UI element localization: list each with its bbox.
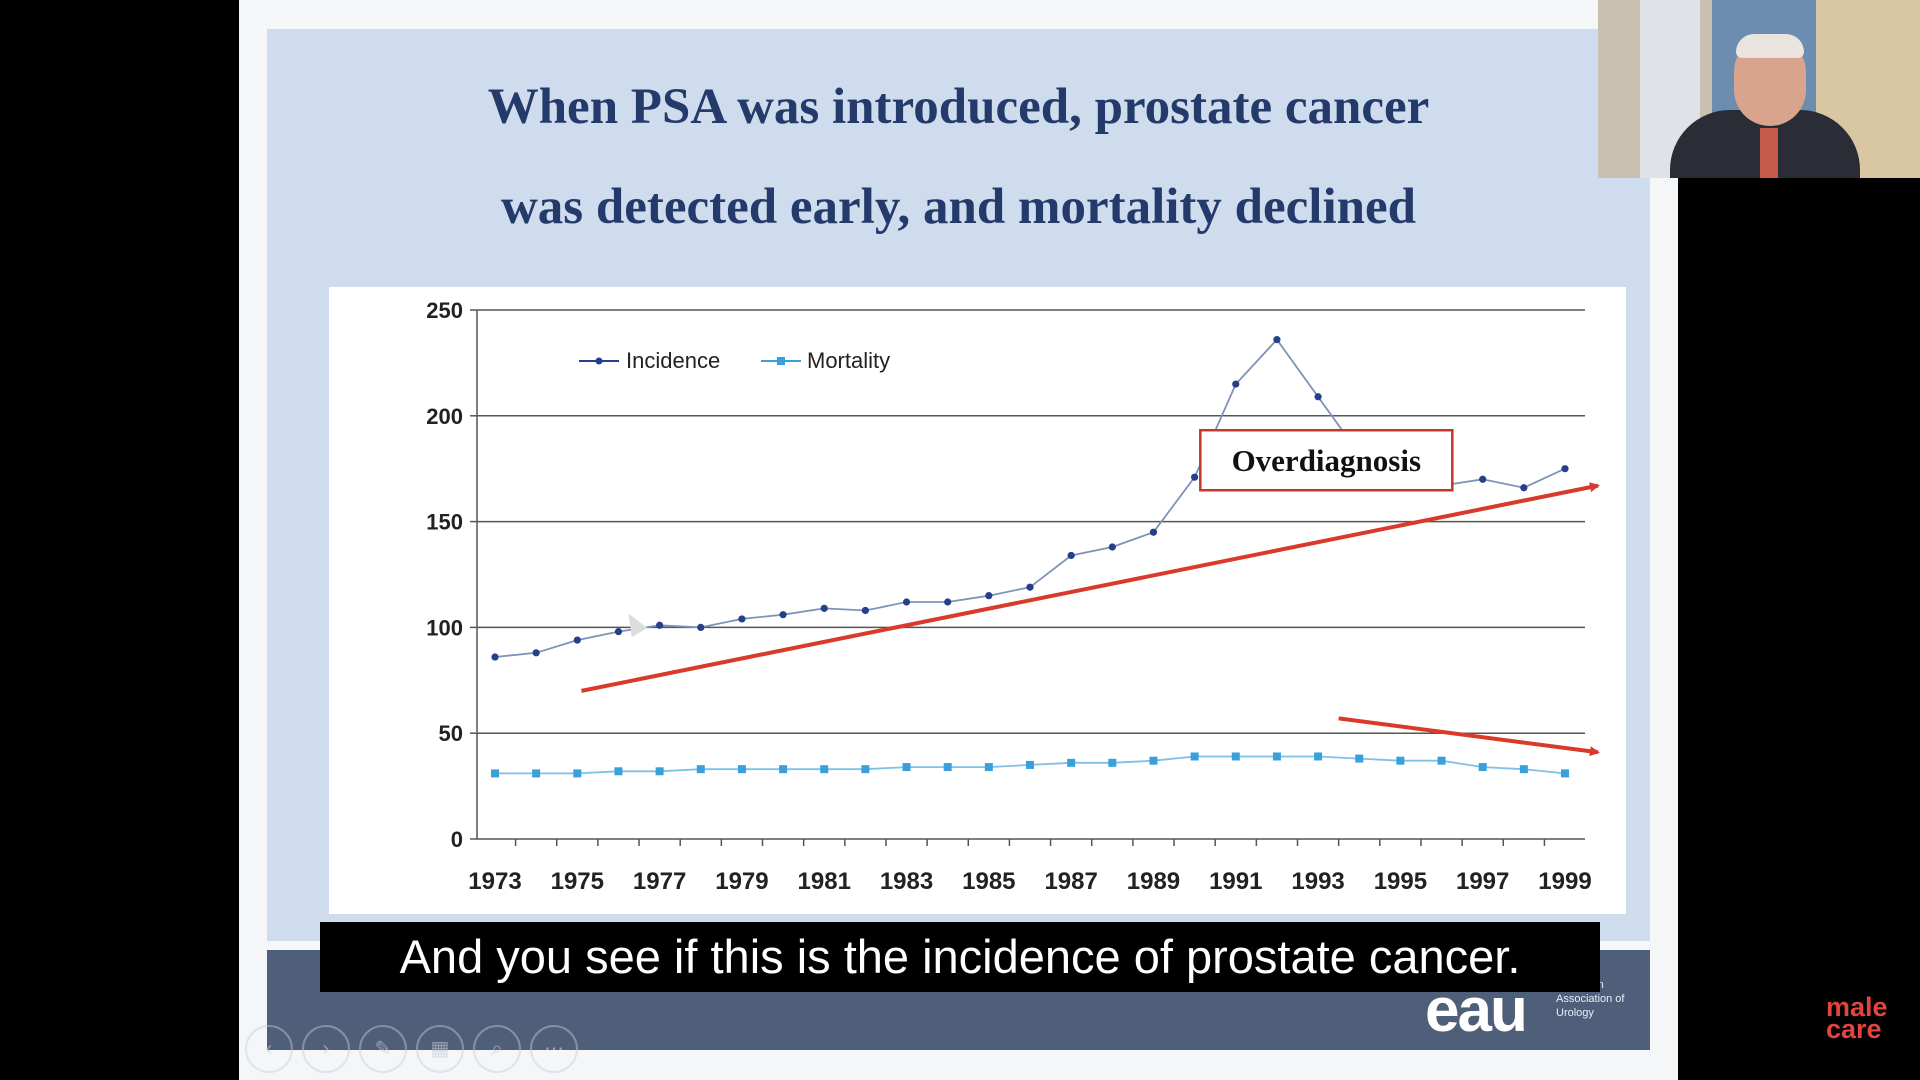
- legend-mortality-label: Mortality: [807, 348, 890, 373]
- incidence-point: [1479, 475, 1487, 483]
- x-tick-label: 1977: [633, 868, 686, 895]
- legend-incidence-marker: [595, 357, 603, 365]
- trend-arrow: [1338, 716, 1600, 757]
- incidence-point: [1026, 583, 1034, 591]
- mortality-point: [861, 765, 870, 774]
- mortality-point: [1231, 752, 1240, 761]
- incidence-point: [532, 649, 540, 657]
- mortality-point: [1190, 752, 1199, 761]
- incidence-point: [779, 611, 787, 619]
- mortality-point: [1355, 754, 1364, 763]
- incidence-point: [1232, 380, 1240, 388]
- brand-line-1: male: [1826, 992, 1888, 1022]
- incidence-point: [902, 598, 911, 606]
- legend-mortality-marker: [777, 357, 785, 365]
- x-tick-label: 1983: [880, 868, 933, 895]
- incidence-point: [738, 615, 746, 623]
- incidence-point: [1314, 393, 1322, 401]
- incidence-point: [861, 606, 869, 615]
- mortality-point: [573, 769, 582, 778]
- x-tick-label: 1973: [468, 868, 521, 895]
- pen-icon[interactable]: ✎: [359, 1025, 407, 1073]
- incidence-point: [656, 621, 664, 629]
- y-tick-label: 150: [426, 510, 463, 535]
- slide-title-line-1: When PSA was introduced, prostate cancer: [487, 79, 1430, 135]
- mortality-point: [491, 769, 499, 778]
- mortality-point: [779, 765, 788, 774]
- mortality-point: [943, 763, 952, 772]
- incidence-point: [820, 604, 828, 612]
- previous-slide-icon[interactable]: ‹: [245, 1025, 293, 1073]
- x-tick-label: 1999: [1538, 868, 1591, 895]
- mortality-point: [737, 765, 746, 774]
- mortality-point: [984, 763, 993, 772]
- brand-line-2: care: [1826, 1014, 1882, 1044]
- mortality-point: [1314, 752, 1323, 761]
- incidence-point: [1561, 465, 1569, 473]
- x-tick-label: 1995: [1374, 868, 1427, 895]
- x-tick-label: 1997: [1456, 868, 1509, 895]
- y-tick-label: 0: [451, 827, 463, 852]
- x-tick-label: 1975: [551, 868, 604, 895]
- mortality-point: [1272, 752, 1281, 761]
- next-slide-icon[interactable]: ›: [302, 1025, 350, 1073]
- more-options-icon[interactable]: ⋯: [530, 1025, 578, 1073]
- incidence-point: [1191, 473, 1199, 481]
- incidence-point: [614, 628, 623, 636]
- mortality-point: [1561, 769, 1569, 778]
- incidence-point: [697, 623, 705, 631]
- incidence-point: [1149, 528, 1158, 536]
- x-tick-label: 1993: [1291, 868, 1344, 895]
- zoom-icon[interactable]: ⌕: [473, 1025, 521, 1073]
- line-chart: 0 50 100 150 200 250 1973 1975 1977 1979 1981 1983 1…: [426, 298, 1600, 895]
- trend-arrow: [581, 482, 1600, 693]
- series-line-incidence: [494, 338, 1566, 658]
- caption-subtitle: And you see if this is the incidence of …: [320, 922, 1600, 992]
- mortality-point: [1396, 756, 1405, 765]
- x-tick-label: 1979: [715, 868, 768, 895]
- mortality-point: [1437, 756, 1446, 765]
- x-tick-label: 1985: [962, 868, 1015, 895]
- overdiagnosis-label: Overdiagnosis: [1232, 443, 1421, 478]
- slide-title-line-2: was detected early, and mortality declin…: [500, 179, 1417, 235]
- incidence-point: [944, 598, 952, 606]
- mortality-point: [655, 767, 664, 776]
- mortality-point: [1478, 763, 1487, 772]
- mortality-point: [820, 765, 829, 774]
- incidence-point: [491, 653, 499, 661]
- incidence-point: [1520, 484, 1528, 492]
- mortality-point: [696, 765, 705, 774]
- x-tick-label: 1989: [1127, 868, 1180, 895]
- y-tick-label: 100: [426, 615, 463, 640]
- chart-panel: 0 50 100 150 200 250 1973 1975 1977 1979 1981 1983 1…: [329, 287, 1626, 914]
- mortality-point: [614, 767, 623, 776]
- y-tick-label: 50: [439, 721, 463, 746]
- x-tick-label: 1981: [798, 868, 851, 895]
- mortality-point: [902, 763, 911, 772]
- incidence-point: [1108, 543, 1116, 551]
- incidence-point: [573, 636, 581, 644]
- x-tick-label: 1991: [1209, 868, 1262, 895]
- legend-incidence-label: Incidence: [626, 348, 720, 373]
- y-tick-label: 200: [426, 404, 463, 429]
- incidence-point: [985, 592, 993, 600]
- slides-grid-icon[interactable]: ▦: [416, 1025, 464, 1073]
- mortality-point: [1149, 756, 1158, 765]
- malecare-logo: male care: [1826, 992, 1888, 1044]
- incidence-point: [1067, 551, 1075, 560]
- mortality-point: [1067, 758, 1076, 767]
- mortality-point: [532, 769, 541, 778]
- incidence-point: [1273, 336, 1281, 344]
- mortality-point: [1026, 760, 1034, 769]
- x-tick-label: 1987: [1044, 868, 1097, 895]
- mortality-point: [1108, 758, 1117, 767]
- mortality-point: [1519, 765, 1528, 774]
- overdiagnosis-box: [1199, 428, 1454, 492]
- y-tick-label: 250: [426, 298, 463, 323]
- speaker-webcam: [1598, 0, 1920, 178]
